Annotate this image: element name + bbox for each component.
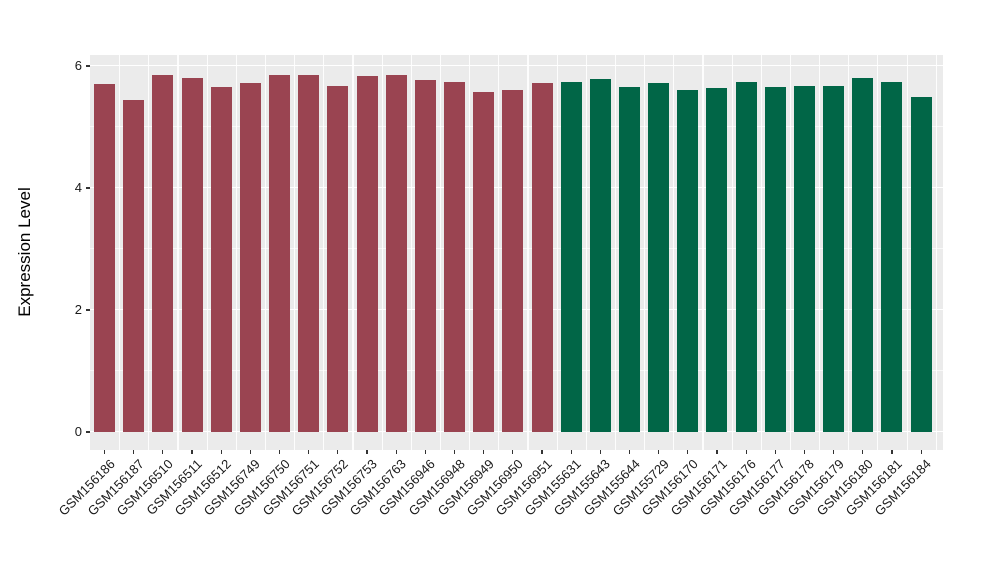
x-tick-mark [716, 450, 718, 454]
x-tick-mark [687, 450, 689, 454]
vertical-gridline [323, 55, 325, 450]
x-tick-mark [308, 450, 310, 454]
bar-GSM155729 [648, 83, 670, 432]
y-axis-title-text: Expression Level [15, 187, 34, 317]
x-tick-mark [745, 450, 747, 454]
bar-GSM156177 [764, 86, 786, 432]
x-tick-mark [220, 450, 222, 454]
y-tick-mark [86, 431, 90, 433]
bar-GSM156176 [735, 82, 757, 432]
bar-GSM156750 [269, 75, 291, 432]
bar-GSM156950 [502, 89, 524, 432]
bar-GSM156171 [706, 87, 728, 432]
x-tick-mark [833, 450, 835, 454]
x-tick-mark [541, 450, 543, 454]
bar-GSM156180 [852, 78, 874, 432]
x-tick-mark [628, 450, 631, 454]
x-tick-mark [162, 450, 164, 454]
x-tick-mark [337, 450, 339, 454]
bar-GSM156949 [473, 91, 495, 432]
y-tick-mark [86, 309, 90, 311]
x-tick-mark [191, 450, 193, 454]
vertical-gridline [469, 55, 471, 450]
vertical-gridline [731, 55, 733, 450]
bar-GSM156184 [910, 96, 932, 432]
vertical-gridline [119, 55, 121, 450]
vertical-gridline [410, 55, 412, 450]
vertical-gridline [556, 55, 558, 450]
x-tick-mark [424, 450, 426, 454]
x-tick-mark [103, 450, 106, 454]
bar-GSM155644 [619, 86, 640, 432]
vertical-gridline [264, 55, 267, 450]
x-tick-mark [570, 450, 572, 454]
vertical-gridline [498, 55, 500, 450]
x-tick-mark [366, 450, 368, 454]
vertical-gridline [206, 55, 208, 450]
vertical-gridline [177, 55, 179, 450]
vertical-gridline [644, 55, 646, 450]
bar-GSM156179 [823, 85, 845, 432]
vertical-gridline [352, 55, 354, 450]
vertical-gridline [527, 55, 529, 450]
y-tick-label: 0 [74, 424, 82, 439]
bar-GSM156753 [356, 76, 378, 432]
x-tick-mark [658, 450, 660, 454]
y-tick-label: 4 [74, 180, 82, 195]
bar-GSM156510 [152, 75, 174, 432]
x-tick-mark [920, 450, 922, 454]
vertical-gridline [935, 55, 937, 450]
bar-GSM156186 [94, 84, 116, 432]
x-tick-mark [395, 450, 397, 454]
x-tick-mark [278, 450, 281, 454]
vertical-gridline [906, 55, 908, 450]
bar-GSM156751 [298, 75, 320, 432]
bar-GSM156181 [881, 81, 903, 432]
vertical-gridline [294, 55, 296, 450]
x-tick-mark [249, 450, 251, 454]
bar-GSM156187 [123, 99, 145, 432]
bar-GSM156512 [210, 86, 232, 432]
x-tick-mark [133, 450, 135, 454]
y-tick-label: 2 [74, 302, 82, 317]
bar-GSM155631 [560, 82, 582, 432]
x-tick-mark [483, 450, 485, 454]
vertical-gridline [877, 55, 879, 450]
vertical-gridline [673, 55, 675, 450]
y-tick-mark [86, 65, 90, 67]
vertical-gridline [439, 55, 442, 450]
x-tick-mark [891, 450, 893, 454]
bar-GSM156752 [327, 85, 349, 432]
vertical-gridline [148, 55, 150, 450]
bar-GSM156948 [444, 82, 466, 432]
bar-GSM156170 [677, 89, 699, 432]
vertical-gridline [585, 55, 587, 450]
vertical-gridline [702, 55, 704, 450]
bar-GSM156178 [793, 85, 815, 432]
bar-GSM156763 [385, 75, 407, 432]
x-tick-mark [862, 450, 864, 454]
x-tick-mark [774, 450, 776, 454]
y-tick-mark [86, 187, 90, 189]
vertical-gridline [381, 55, 383, 450]
vertical-gridline [614, 55, 617, 450]
vertical-gridline [760, 55, 762, 450]
major-gridline [90, 64, 943, 66]
bar-GSM155643 [589, 78, 611, 432]
bar-GSM156951 [531, 83, 553, 432]
x-tick-mark [803, 450, 806, 454]
y-tick-label: 6 [74, 58, 82, 73]
vertical-gridline [848, 55, 850, 450]
bar-GSM156749 [239, 83, 261, 432]
plot-panel [90, 55, 943, 450]
vertical-gridline [235, 55, 237, 450]
bar-GSM156511 [181, 77, 203, 432]
x-tick-mark [512, 450, 514, 454]
x-tick-mark [599, 450, 601, 454]
bar-GSM156946 [414, 80, 436, 432]
vertical-gridline [789, 55, 791, 450]
x-tick-mark [453, 450, 456, 454]
vertical-gridline [819, 55, 821, 450]
